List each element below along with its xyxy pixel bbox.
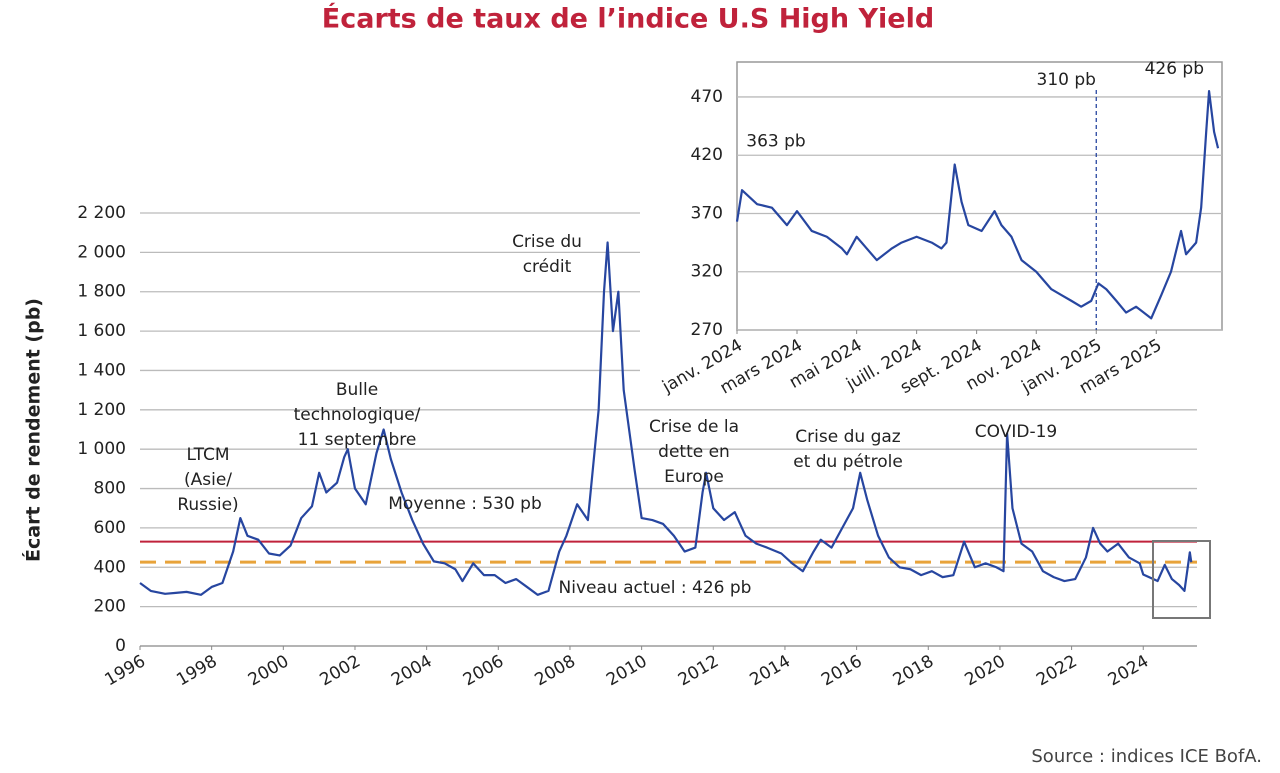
y-tick-label: 270 (691, 320, 723, 340)
y-tick-label: 600 (94, 518, 126, 538)
annotation: 363 pb (746, 132, 805, 152)
annotation: 426 pb (1145, 59, 1204, 79)
annotation: crédit (523, 257, 572, 277)
inset-frame (736, 61, 1223, 331)
annotation: Europe (664, 467, 724, 487)
x-tick-label: 2004 (388, 651, 435, 690)
y-tick-label: 320 (691, 262, 723, 282)
annotation: 310 pb (1037, 70, 1096, 90)
y-tick-label: 800 (94, 479, 126, 499)
annotation: LTCM (186, 445, 229, 465)
y-tick-label: 1 600 (77, 321, 126, 341)
annotation: Crise du gaz (795, 427, 900, 447)
y-tick-label: 0 (115, 636, 126, 656)
x-tick-label: 2016 (818, 651, 865, 690)
y-axis-label: Écart de rendement (pb) (22, 298, 45, 562)
data-line (139, 241, 1193, 596)
annotation: technologique/ (294, 405, 421, 425)
x-tick-label: 2014 (746, 651, 793, 690)
zoom-box (1152, 540, 1211, 619)
x-tick-label: 2024 (1105, 651, 1152, 690)
x-tick-label: 2010 (603, 651, 650, 690)
y-tick-label: 2 200 (77, 203, 126, 223)
annotation: Russie) (177, 495, 238, 515)
y-tick-label: 370 (691, 203, 723, 223)
source: Source : indices ICE BofA. (1031, 746, 1262, 767)
y-tick-label: 1 400 (77, 360, 126, 380)
y-tick-label: 470 (691, 87, 723, 107)
chart-title: Écarts de taux de l’indice U.S High Yiel… (322, 3, 934, 35)
y-tick-label: 1 200 (77, 400, 126, 420)
annotation: (Asie/ (184, 470, 232, 490)
annotation: Crise de la (649, 417, 739, 437)
y-tick-label: 2 000 (77, 242, 126, 262)
x-tick-label: 1996 (102, 651, 149, 690)
x-tick-label: 2008 (531, 651, 578, 690)
y-tick-label: 1 800 (77, 282, 126, 302)
annotation: Bulle (336, 380, 378, 400)
x-tick-label: 2020 (961, 651, 1008, 690)
annotation: dette en (658, 442, 730, 462)
y-tick-label: 420 (691, 145, 723, 165)
x-tick-label: 2012 (675, 651, 722, 690)
x-tick-label: 2000 (245, 651, 292, 690)
x-tick-label: 2002 (317, 651, 364, 690)
annotation: 11 septembre (298, 430, 417, 450)
annotation: Niveau actuel : 426 pb (559, 578, 752, 598)
y-tick-label: 400 (94, 557, 126, 577)
annotation: COVID-19 (975, 422, 1057, 442)
x-tick-label: 1998 (173, 651, 220, 690)
annotation: Moyenne : 530 pb (388, 494, 542, 514)
annotation: et du pétrole (793, 452, 903, 472)
y-tick-label: 200 (94, 597, 126, 617)
data-line (735, 90, 1220, 320)
x-tick-label: 2022 (1033, 651, 1080, 690)
annotation: Crise du (512, 232, 582, 252)
x-tick-label: 2006 (460, 651, 507, 690)
x-tick-label: 2018 (890, 651, 937, 690)
y-tick-label: 1 000 (77, 439, 126, 459)
